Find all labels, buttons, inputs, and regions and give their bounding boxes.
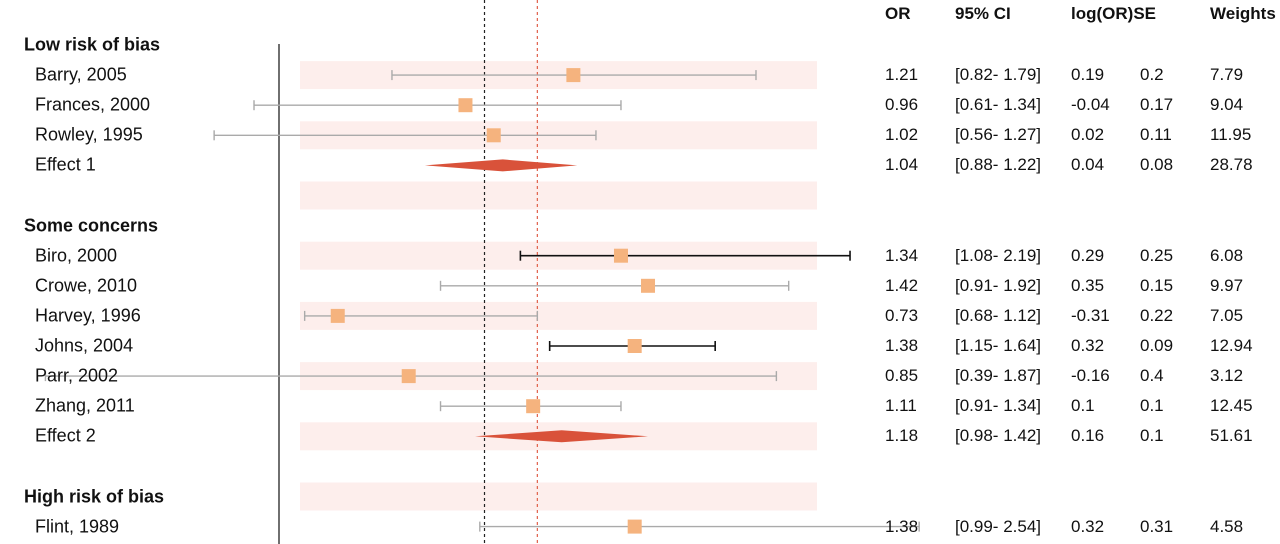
study-label: Harvey, 1996 — [35, 305, 141, 326]
or-value: 0.85 — [885, 366, 919, 386]
column-header-or: OR — [885, 4, 911, 23]
log-or-value: 0.16 — [1071, 426, 1105, 446]
study-marker — [627, 519, 642, 534]
ci-value: [0.56- 1.27] — [955, 125, 1042, 145]
log-or-value: 0.02 — [1071, 125, 1105, 145]
group-label: Some concerns — [24, 215, 159, 236]
log-or-value: 0.29 — [1071, 245, 1105, 265]
log-or-value: 0.1 — [1071, 396, 1095, 416]
study-marker — [458, 98, 473, 113]
ci-value: [1.15- 1.64] — [955, 336, 1042, 355]
se-value: 0.31 — [1140, 516, 1174, 536]
se-value: 0.17 — [1140, 95, 1174, 115]
row-stripe — [300, 482, 817, 511]
weight-value: 51.61 — [1210, 426, 1253, 446]
or-value: 1.02 — [885, 125, 919, 145]
se-value: 0.4 — [1140, 366, 1164, 386]
log-or-value: 0.35 — [1071, 275, 1105, 295]
weight-value: 28.78 — [1210, 155, 1253, 175]
or-value: 1.38 — [885, 336, 919, 355]
se-value: 0.25 — [1140, 245, 1174, 265]
effect-label: Effect 1 — [35, 154, 96, 175]
or-value: 1.42 — [885, 275, 919, 295]
study-label: Biro, 2000 — [35, 245, 118, 266]
study-label: Crowe, 2010 — [35, 275, 138, 296]
weight-value: 9.04 — [1210, 95, 1244, 115]
se-value: 0.09 — [1140, 336, 1174, 355]
ci-value: [0.82- 1.79] — [955, 65, 1042, 85]
weight-value: 9.97 — [1210, 275, 1244, 295]
effect-label: Effect 2 — [35, 425, 96, 446]
study-marker — [330, 308, 345, 323]
or-value: 0.96 — [885, 95, 919, 115]
study-marker — [613, 248, 628, 263]
log-or-value: 0.32 — [1071, 336, 1105, 355]
group-label: High risk of bias — [24, 486, 165, 506]
or-value: 1.34 — [885, 245, 919, 265]
se-value: 0.11 — [1140, 125, 1172, 145]
or-value: 1.18 — [885, 426, 919, 446]
weight-value: 3.12 — [1210, 366, 1244, 386]
se-value: 0.2 — [1140, 65, 1164, 85]
study-marker — [641, 278, 656, 293]
se-value: 0.15 — [1140, 275, 1174, 295]
study-label: Barry, 2005 — [35, 64, 127, 85]
log-or-value: 0.32 — [1071, 516, 1105, 536]
se-value: 0.08 — [1140, 155, 1174, 175]
effect-diamond — [475, 430, 649, 443]
column-header-weights: Weights — [1210, 4, 1276, 23]
weight-value: 7.79 — [1210, 65, 1244, 85]
ci-value: [0.39- 1.87] — [955, 366, 1042, 386]
weight-value: 12.45 — [1210, 396, 1253, 416]
ci-value: [0.61- 1.34] — [955, 95, 1042, 115]
log-or-value: 0.04 — [1071, 155, 1105, 175]
ci-value: [0.99- 2.54] — [955, 516, 1042, 536]
row-stripe — [300, 181, 817, 210]
ci-value: [1.08- 2.19] — [955, 245, 1042, 265]
or-value: 1.04 — [885, 155, 919, 175]
or-value: 0.73 — [885, 305, 919, 325]
column-header-log-se: log(OR)SE — [1071, 4, 1156, 23]
se-value: 0.22 — [1140, 305, 1174, 325]
ci-value: [0.88- 1.22] — [955, 155, 1042, 175]
log-or-value: -0.31 — [1071, 305, 1110, 325]
study-marker — [627, 339, 642, 353]
column-header-ci: 95% CI — [955, 4, 1011, 23]
log-or-value: -0.16 — [1071, 366, 1110, 386]
study-marker — [526, 399, 541, 414]
or-value: 1.21 — [885, 65, 919, 85]
study-label: Flint, 1989 — [35, 516, 120, 537]
se-value: 0.1 — [1140, 426, 1164, 446]
study-label: Rowley, 1995 — [35, 124, 143, 145]
se-value: 0.1 — [1140, 396, 1164, 416]
study-label: Parr, 2002 — [35, 365, 119, 386]
effect-diamond — [424, 159, 578, 172]
log-or-value: -0.04 — [1071, 95, 1110, 115]
ci-value: [0.91- 1.92] — [955, 275, 1042, 295]
weight-value: 11.95 — [1210, 125, 1252, 145]
or-value: 1.38 — [885, 516, 919, 536]
group-label: Low risk of bias — [24, 34, 161, 55]
study-label: Frances, 2000 — [35, 94, 151, 115]
weight-value: 6.08 — [1210, 245, 1244, 265]
ci-value: [0.91- 1.34] — [955, 396, 1042, 416]
study-marker — [401, 369, 416, 384]
study-marker — [566, 68, 581, 83]
weight-value: 7.05 — [1210, 305, 1244, 325]
weight-value: 4.58 — [1210, 516, 1244, 536]
ci-value: [0.98- 1.42] — [955, 426, 1042, 446]
study-label: Zhang, 2011 — [35, 395, 135, 416]
study-marker — [486, 128, 501, 143]
ci-value: [0.68- 1.12] — [955, 305, 1042, 325]
or-value: 1.11 — [885, 396, 917, 416]
weight-value: 12.94 — [1210, 336, 1253, 355]
log-or-value: 0.19 — [1071, 65, 1105, 85]
study-label: Johns, 2004 — [35, 335, 134, 356]
